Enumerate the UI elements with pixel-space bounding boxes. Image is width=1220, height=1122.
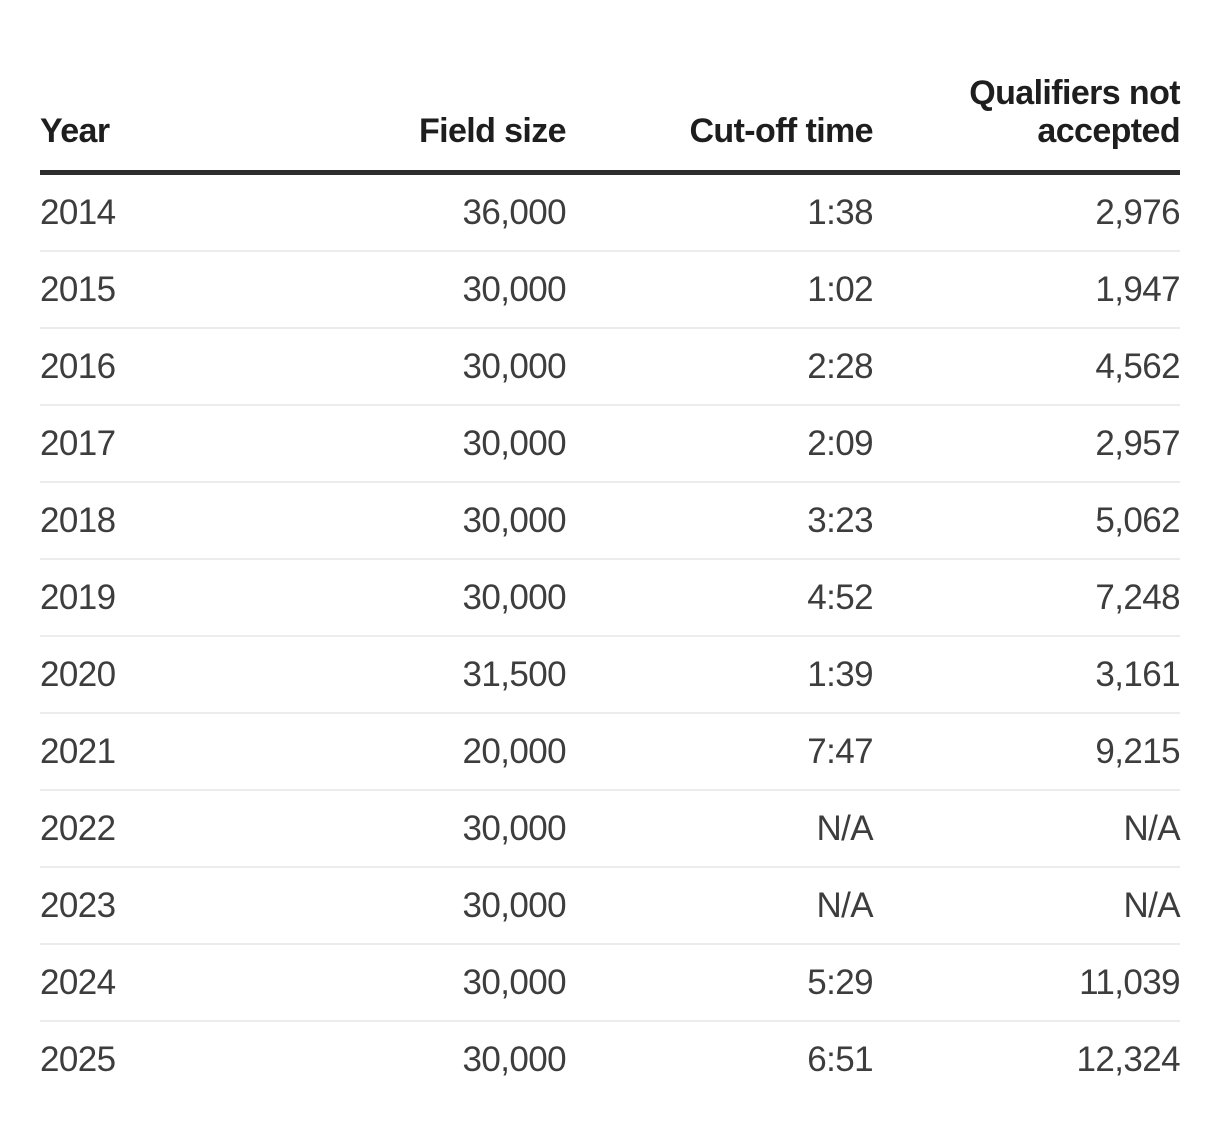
field-size-cell: 30,000 <box>240 251 567 330</box>
table-row: 2017 30,000 2:09 2,957 <box>40 405 1181 484</box>
year-cell: 2022 <box>40 790 240 869</box>
cutoff-time-cell: 6:51 <box>807 1039 873 1079</box>
year-cell: 2015 <box>40 251 240 330</box>
year-cell: 2020 <box>40 636 240 715</box>
cutoff-time-cell: 1:39 <box>566 636 874 715</box>
table-row: 2014 36,000 1:38 2,976 <box>40 172 1181 253</box>
table-row: 2019 30,000 4:52 7,248 <box>40 559 1181 638</box>
field-size-cell: 30,000 <box>240 944 567 1023</box>
year-cell: 2018 <box>40 482 240 561</box>
table-row: 2018 30,000 3:23 5,062 <box>40 482 1181 561</box>
table-row: 2022 30,000 N/A N/A <box>40 790 1181 869</box>
qualifiers-cell: 3,161 <box>873 636 1181 715</box>
field-size-cell: 30,000 <box>462 1039 567 1079</box>
col-header-qualifiers-not-accepted: Qualifiers not accepted <box>873 74 1181 176</box>
qualifiers-cell: 2,957 <box>873 405 1181 484</box>
col-header-year: Year <box>40 74 240 176</box>
cutoff-time-cell: 1:02 <box>566 251 874 330</box>
table-row: 2016 30,000 2:28 4,562 <box>40 328 1181 407</box>
table-row: 2023 30,000 N/A N/A <box>40 867 1181 946</box>
qualifiers-cell: 2,976 <box>873 172 1181 253</box>
qualifiers-cell: 9,215 <box>873 713 1181 792</box>
year-cell: 2019 <box>40 559 240 638</box>
field-size-cell: 30,000 <box>240 328 567 407</box>
field-size-cell: 36,000 <box>240 172 567 253</box>
cutoff-time-cell: 3:23 <box>566 482 874 561</box>
cutoff-time-cell: N/A <box>566 790 874 869</box>
year-cell: 2024 <box>40 944 240 1023</box>
year-cell: 2023 <box>40 867 240 946</box>
qualifiers-cell: 5,062 <box>873 482 1181 561</box>
field-size-cell: 30,000 <box>240 867 567 946</box>
table-row: 2020 31,500 1:39 3,161 <box>40 636 1181 715</box>
qualifiers-cell: N/A <box>873 790 1181 869</box>
table-body: 2014 36,000 1:38 2,976 2015 30,000 1:02 1,947 20… <box>40 172 1181 1098</box>
cutoff-time-cell: 7:47 <box>566 713 874 792</box>
cutoff-time-cell: 5:29 <box>566 944 874 1023</box>
year-cell: 2016 <box>40 328 240 407</box>
page: Year Field size Cut-off time Qualifiers … <box>40 74 1181 1098</box>
header-row: Year Field size Cut-off time Qualifiers … <box>40 74 1181 176</box>
table-row: 2021 20,000 7:47 9,215 <box>40 713 1181 792</box>
year-cell: 2014 <box>40 172 240 253</box>
cutoff-time-cell: 1:38 <box>566 172 874 253</box>
qualifiers-cell: 11,039 <box>873 944 1181 1023</box>
qualifiers-cell: N/A <box>873 867 1181 946</box>
field-size-cell: 30,000 <box>240 790 567 869</box>
field-size-cell: 30,000 <box>240 405 567 484</box>
cutoff-time-cell: 2:09 <box>566 405 874 484</box>
qualifiers-cell: 4,562 <box>873 328 1181 407</box>
year-cell: 2017 <box>40 405 240 484</box>
col-header-cutoff-time: Cut-off time <box>566 74 874 176</box>
field-size-cell: 31,500 <box>240 636 567 715</box>
col-header-field-size: Field size <box>240 74 567 176</box>
table-row: 2025 30,000 6:51 12,324 <box>40 1021 1181 1097</box>
field-size-cell: 20,000 <box>240 713 567 792</box>
year-cell: 2025 <box>40 1039 116 1079</box>
qualifiers-table: Year Field size Cut-off time Qualifiers … <box>40 74 1181 1098</box>
year-cell: 2021 <box>40 713 240 792</box>
table-row: 2015 30,000 1:02 1,947 <box>40 251 1181 330</box>
qualifiers-cell: 12,324 <box>1076 1039 1181 1079</box>
cutoff-time-cell: N/A <box>566 867 874 946</box>
table-row: 2024 30,000 5:29 11,039 <box>40 944 1181 1023</box>
field-size-cell: 30,000 <box>240 559 567 638</box>
cutoff-time-cell: 4:52 <box>566 559 874 638</box>
qualifiers-cell: 7,248 <box>873 559 1181 638</box>
cutoff-time-cell: 2:28 <box>566 328 874 407</box>
table-header: Year Field size Cut-off time Qualifiers … <box>40 74 1181 176</box>
qualifiers-cell: 1,947 <box>873 251 1181 330</box>
field-size-cell: 30,000 <box>240 482 567 561</box>
